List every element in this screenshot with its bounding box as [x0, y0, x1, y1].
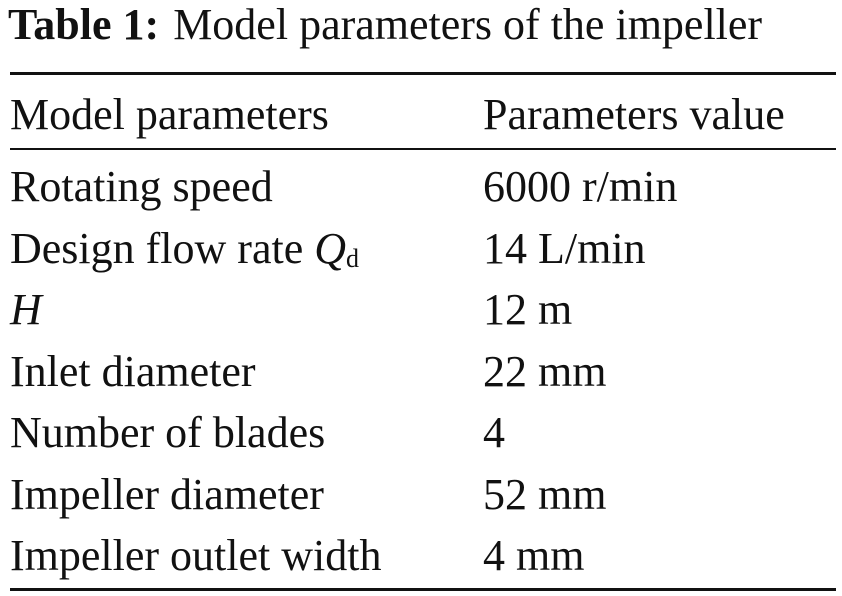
bottom-rule	[10, 588, 836, 591]
param-name: Impeller diameter	[10, 470, 324, 519]
param-value: 12 m	[483, 285, 573, 334]
header-cell: Model parameters	[10, 90, 329, 139]
param-symbol: Q	[314, 224, 347, 273]
header-cell: Parameters value	[483, 90, 785, 139]
param-subscript: d	[346, 244, 360, 273]
param-name: Inlet diameter	[10, 347, 256, 396]
mid-rule	[10, 148, 836, 150]
param-value: 6000 r/min	[483, 162, 678, 211]
param-value: 22 mm	[483, 347, 607, 396]
caption-title: Model parameters of the impeller	[173, 0, 763, 49]
table-caption: Table 1: Model parameters of the impeller	[8, 0, 762, 50]
param-value: 52 mm	[483, 470, 607, 519]
param-name: Design flow rate Qd	[10, 224, 359, 284]
param-value: 4	[483, 408, 505, 457]
caption-label: Table 1:	[8, 0, 160, 49]
param-text: Design flow rate	[10, 224, 304, 273]
param-name: H	[10, 285, 42, 335]
param-name: Rotating speed	[10, 162, 273, 211]
param-symbol: H	[10, 285, 42, 334]
param-value: 4 mm	[483, 531, 585, 580]
param-name: Number of blades	[10, 408, 326, 457]
top-rule	[10, 72, 836, 75]
param-name: Impeller outlet width	[10, 531, 382, 580]
param-value: 14 L/min	[483, 224, 646, 273]
